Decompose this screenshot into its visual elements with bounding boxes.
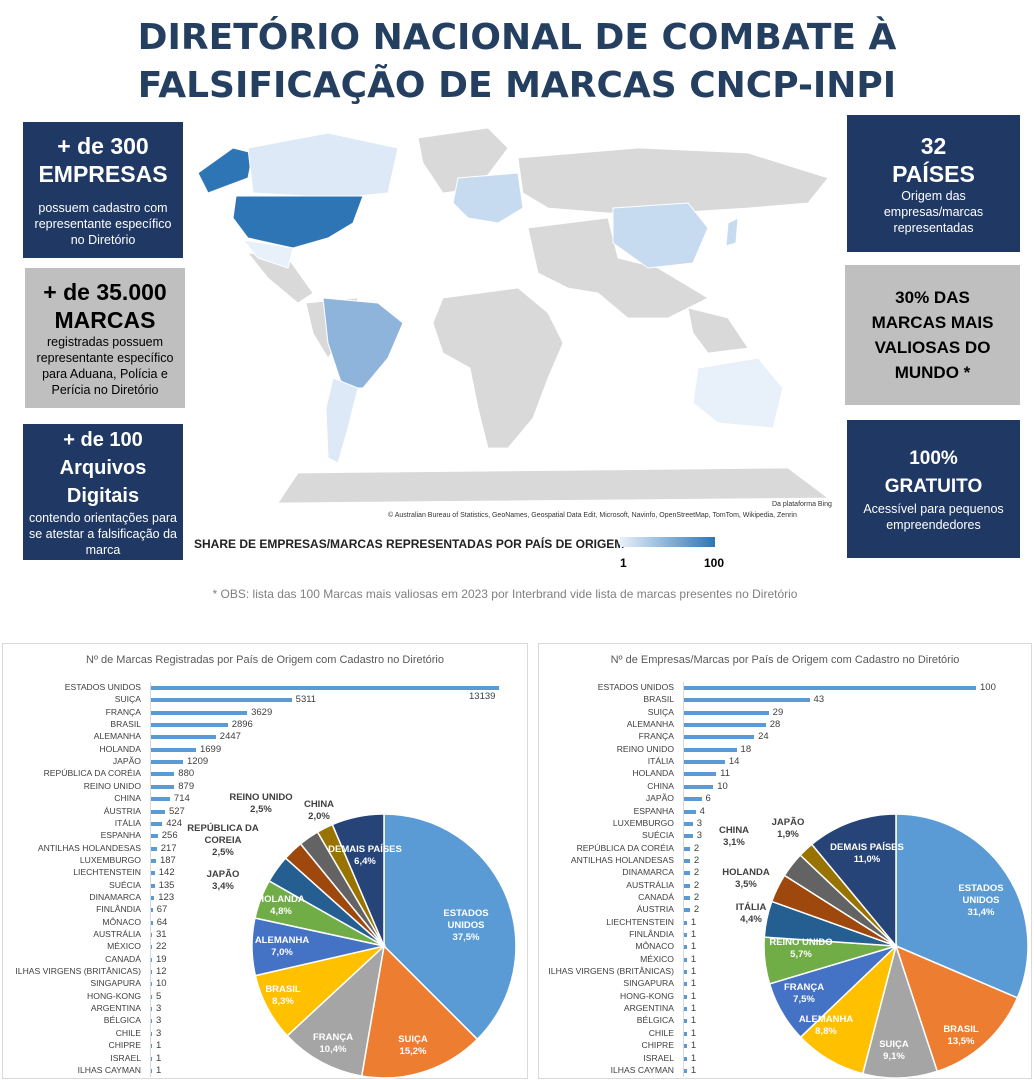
- pie-label-value: 5,7%: [769, 949, 832, 961]
- pie-label-name: BRASIL: [265, 984, 300, 996]
- pie-label-value: 3,1%: [719, 837, 749, 849]
- pie-label: CHINA3,1%: [719, 825, 749, 849]
- pie-label-value: 9,1%: [879, 1051, 909, 1063]
- brazil-shape: [323, 298, 403, 388]
- stat-empresas: + de 300 EMPRESAS possuem cadastro com r…: [23, 122, 183, 258]
- pie-label: JAPÃO1,9%: [772, 817, 805, 841]
- pie-label-name: REINO UNIDO: [229, 792, 292, 804]
- map-credit: © Australian Bureau of Statistics, GeoNa…: [388, 512, 797, 519]
- pie-label-name: ALEMANHA: [799, 1014, 853, 1026]
- pie-label-value: 2,5%: [229, 804, 292, 816]
- footnote: * OBS: lista das 100 Marcas mais valiosa…: [0, 587, 1010, 601]
- chart-empresas-panel: Nº de Empresas/Marcas por País de Origem…: [538, 643, 1032, 1079]
- legend-min: 1: [620, 556, 627, 570]
- europe-shape: [453, 173, 523, 223]
- map-legend-title: SHARE DE EMPRESAS/MARCAS REPRESENTADAS P…: [194, 537, 624, 551]
- china-shape: [613, 203, 708, 268]
- pie-label: ITÁLIA4,4%: [736, 902, 767, 926]
- pie-chart: [3, 644, 529, 1080]
- pie-label-name: ESTADOS UNIDOS: [941, 883, 1021, 907]
- pie-label: ESTADOS UNIDOS31,4%: [941, 883, 1021, 919]
- pie-label: HOLANDA3,5%: [722, 867, 770, 891]
- russia-shape: [518, 148, 828, 213]
- pie-label-value: 4,8%: [257, 906, 305, 918]
- page-title: DIRETÓRIO NACIONAL DE COMBATE ÀFALSIFICA…: [0, 14, 1034, 110]
- japan-shape: [726, 218, 738, 246]
- pie-label: ALEMANHA7,0%: [255, 935, 309, 959]
- pie-label-name: HOLANDA: [722, 867, 770, 879]
- canada-shape: [248, 133, 398, 198]
- pie-label: SUIÇA15,2%: [398, 1034, 428, 1058]
- usa-shape: [233, 196, 363, 248]
- pie-chart: [539, 644, 1033, 1080]
- pie-label-name: JAPÃO: [772, 817, 805, 829]
- pie-label-name: ALEMANHA: [255, 935, 309, 947]
- pie-label-name: CHINA: [304, 799, 334, 811]
- pie-label-value: 2,5%: [183, 847, 263, 859]
- pie-label-value: 7,5%: [784, 994, 824, 1006]
- argentina-shape: [326, 378, 358, 463]
- pie-label-name: FRANÇA: [313, 1032, 353, 1044]
- southeast-asia-shape: [688, 308, 748, 353]
- alaska-shape: [198, 148, 253, 193]
- pie-label: REPÚBLICA DA COREIA2,5%: [183, 823, 263, 859]
- pie-label-value: 3,4%: [207, 881, 240, 893]
- pie-label-name: BRASIL: [943, 1024, 978, 1036]
- pie-label: FRANÇA7,5%: [784, 982, 824, 1006]
- pie-label-value: 15,2%: [398, 1046, 428, 1058]
- pie-label-value: 11,0%: [827, 854, 907, 866]
- pie-label-name: ESTADOS UNIDOS: [426, 908, 506, 932]
- pie-label-name: JAPÃO: [207, 869, 240, 881]
- pie-label-value: 10,4%: [313, 1044, 353, 1056]
- world-map: [188, 118, 843, 518]
- pie-label-value: 8,3%: [265, 996, 300, 1008]
- map-credit-bing: Da plataforma Bing: [772, 501, 832, 508]
- pie-label-name: DEMAIS PAÍSES: [827, 842, 907, 854]
- stat-valiosas: 30% DAS MARCAS MAIS VALIOSAS DO MUNDO *: [845, 265, 1020, 405]
- pie-label-value: 8,8%: [799, 1026, 853, 1038]
- map-legend-gradient: [620, 537, 715, 547]
- australia-shape: [693, 358, 783, 428]
- pie-label-value: 3,5%: [722, 879, 770, 891]
- pie-label-value: 4,4%: [736, 914, 767, 926]
- pie-label-value: 1,9%: [772, 829, 805, 841]
- stat-gratuito: 100% GRATUITO Acessível para pequenos em…: [847, 420, 1020, 558]
- pie-label: BRASIL8,3%: [265, 984, 300, 1008]
- pie-label: BRASIL13,5%: [943, 1024, 978, 1048]
- pie-label-value: 31,4%: [941, 907, 1021, 919]
- pie-label-name: SUIÇA: [398, 1034, 428, 1046]
- pie-label: ESTADOS UNIDOS37,5%: [426, 908, 506, 944]
- pie-label: FRANÇA10,4%: [313, 1032, 353, 1056]
- pie-label-name: FRANÇA: [784, 982, 824, 994]
- stat-paises: 32 PAÍSES Origem das empresas/marcas rep…: [847, 115, 1020, 252]
- pie-label-value: 13,5%: [943, 1036, 978, 1048]
- pie-label: SUIÇA9,1%: [879, 1039, 909, 1063]
- pie-label: REINO UNIDO2,5%: [229, 792, 292, 816]
- pie-label-name: DEMAIS PAÍSES: [325, 844, 405, 856]
- pie-label-value: 2,0%: [304, 811, 334, 823]
- pie-label-value: 7,0%: [255, 947, 309, 959]
- pie-label-name: HOLANDA: [257, 894, 305, 906]
- pie-label-name: REINO UNIDO: [769, 937, 832, 949]
- stat-marcas: + de 35.000 MARCAS registradas possuem r…: [25, 268, 185, 408]
- pie-label-name: SUIÇA: [879, 1039, 909, 1051]
- pie-label: JAPÃO3,4%: [207, 869, 240, 893]
- chart-marcas-panel: Nº de Marcas Registradas por País de Ori…: [2, 643, 528, 1079]
- pie-label-name: REPÚBLICA DA COREIA: [183, 823, 263, 847]
- pie-label: ALEMANHA8,8%: [799, 1014, 853, 1038]
- stat-arquivos: + de 100 Arquivos Digitais contendo orie…: [23, 424, 183, 560]
- africa-shape: [433, 288, 563, 448]
- pie-label-name: CHINA: [719, 825, 749, 837]
- pie-label: DEMAIS PAÍSES6,4%: [325, 844, 405, 868]
- pie-label: CHINA2,0%: [304, 799, 334, 823]
- pie-label: HOLANDA4,8%: [257, 894, 305, 918]
- legend-max: 100: [704, 556, 724, 570]
- pie-label-value: 6,4%: [325, 856, 405, 868]
- pie-label-value: 37,5%: [426, 932, 506, 944]
- pie-label: DEMAIS PAÍSES11,0%: [827, 842, 907, 866]
- pie-label-name: ITÁLIA: [736, 902, 767, 914]
- pie-label: REINO UNIDO5,7%: [769, 937, 832, 961]
- antarctica-shape: [278, 468, 828, 503]
